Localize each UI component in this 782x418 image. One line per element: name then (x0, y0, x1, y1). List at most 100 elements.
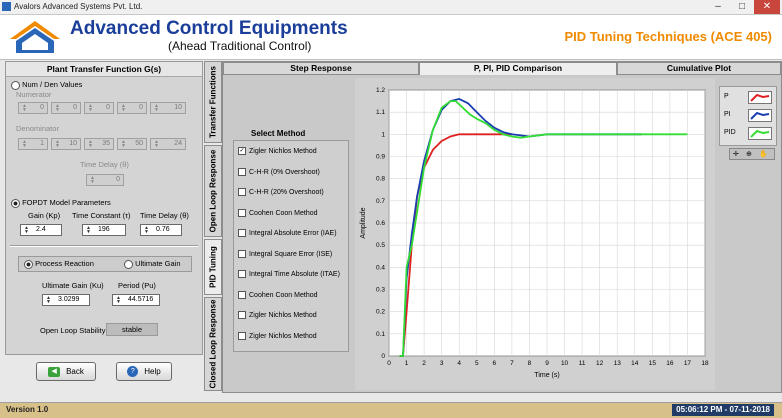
x-tick-label: 7 (510, 360, 514, 367)
method-label: Zigler Nichlos Method (249, 311, 317, 319)
process-reaction-option[interactable]: Process Reaction (24, 259, 94, 269)
help-icon: ? (127, 366, 139, 378)
graph-palette[interactable]: ✛ ⊕ ✋ (729, 148, 775, 160)
company-logo-icon (10, 21, 60, 53)
y-tick-label: 0.3 (376, 287, 385, 294)
y-tick-label: 0.7 (376, 198, 385, 205)
fopdt-radio[interactable] (11, 198, 20, 208)
back-arrow-icon: ◀ (48, 366, 61, 377)
method-checkbox[interactable] (238, 167, 246, 176)
numerator-coef-4[interactable]: ▲ ▼ 10 (150, 102, 186, 114)
denominator-coef-2[interactable]: ▲ ▼ 35 (84, 138, 114, 150)
y-tick-label: 1 (381, 131, 385, 138)
y-tick-label: 0.6 (376, 220, 385, 227)
denominator-coef-4[interactable]: ▲ ▼ 24 (150, 138, 186, 150)
method-label: Zigler Nichlos Method (249, 332, 317, 340)
crosshair-icon[interactable]: ✛ (733, 151, 739, 158)
method-item[interactable]: Integral Square Error (ISE) (238, 249, 332, 258)
denominator-coef-0[interactable]: ▲ ▼ 1 (18, 138, 48, 150)
method-label: Coohen Coon Method (249, 291, 318, 299)
ku-label: Ultimate Gain (Ku) (42, 281, 104, 290)
legend-swatch (748, 109, 772, 122)
response-chart: 0 1 2 3 4 5 6 7 8 9 10 11 12 13 14 15 16 17 18 0 0.1 0.2 0.3 0.… (355, 78, 715, 390)
x-tick-label: 5 (475, 360, 479, 367)
clock-display: 05:06:12 PM - 07-11-2018 (672, 404, 774, 416)
company-tagline: (Ahead Traditional Control) (168, 39, 312, 53)
method-item[interactable]: Integral Time Absolute (ITAE) (238, 270, 340, 278)
vertical-tabs: Transfer Functions Open Loop Response PI… (204, 61, 222, 391)
panel-title: Plant Transfer Function G(s) (6, 62, 202, 77)
pan-icon[interactable]: ✋ (759, 151, 768, 158)
fopdt-delay-input[interactable]: ▲ ▼ 0.76 (140, 224, 182, 236)
method-checkbox[interactable] (238, 208, 246, 217)
method-label: Coohen Coon Method (249, 209, 318, 217)
numerator-coef-2[interactable]: ▲ ▼ 0 (84, 102, 114, 114)
method-item[interactable]: Coohen Coon Method (238, 290, 318, 299)
back-button[interactable]: ◀ Back (36, 362, 96, 381)
tab-transfer-functions[interactable]: Transfer Functions (204, 61, 222, 143)
method-checkbox[interactable] (238, 331, 246, 340)
tab-pid-tuning[interactable]: PID Tuning (204, 239, 222, 295)
time-constant-label: Time Constant (τ) (72, 211, 131, 220)
legend-entry[interactable]: P (720, 90, 776, 104)
denominator-label: Denominator (16, 124, 59, 133)
x-axis-label: Time (s) (534, 372, 559, 379)
y-tick-label: 0.9 (376, 154, 385, 161)
method-checkbox[interactable] (238, 290, 246, 299)
product-title: PID Tuning Techniques (ACE 405) (564, 29, 772, 44)
maximize-button[interactable]: □ (738, 1, 746, 12)
x-tick-label: 13 (614, 360, 622, 367)
close-button[interactable]: ✕ (754, 0, 780, 14)
tab-cumulative-plot[interactable]: Cumulative Plot (617, 62, 781, 75)
time-delay-input[interactable]: ▲ ▼ 0 (86, 174, 124, 186)
fopdt-option[interactable]: FOPDT Model Parameters (11, 198, 111, 208)
method-item[interactable]: C-H-R (20% Overshoot) (238, 188, 324, 196)
tab-p-pi-pid-comparison[interactable]: P, PI, PID Comparison (419, 62, 617, 75)
minimize-button[interactable]: – (715, 1, 721, 12)
method-label: Zigler Nichlos Method (249, 147, 317, 155)
num-den-radio[interactable] (11, 80, 20, 90)
tab-closed-loop-response[interactable]: Closed Loop Response (204, 297, 222, 391)
tab-step-response[interactable]: Step Response (223, 62, 419, 75)
ultimate-gain-radio[interactable] (124, 259, 133, 269)
method-item[interactable]: C-H-R (0% Overshoot) (238, 167, 320, 176)
help-button[interactable]: ? Help (116, 362, 172, 381)
legend-entry[interactable]: PID (720, 126, 776, 140)
fopdt-delay-label: Time Delay (θ) (140, 211, 189, 220)
legend-label: P (724, 93, 729, 100)
gain-input[interactable]: ▲ ▼ 2.4 (20, 224, 62, 236)
denominator-coef-1[interactable]: ▲ ▼ 10 (51, 138, 81, 150)
legend-entry[interactable]: PI (720, 108, 776, 122)
method-item[interactable]: ✓ Zigler Nichlos Method (238, 147, 317, 155)
method-item[interactable]: Zigler Nichlos Method (238, 331, 317, 340)
numerator-coef-1[interactable]: ▲ ▼ 0 (51, 102, 81, 114)
x-tick-label: 2 (422, 360, 426, 367)
num-den-option[interactable]: Num / Den Values (11, 80, 82, 90)
ku-output: ▲ ▼ 3.0299 (42, 294, 90, 306)
method-item[interactable]: Integral Absolute Error (IAE) (238, 229, 337, 237)
numerator-coef-3[interactable]: ▲ ▼ 0 (117, 102, 147, 114)
process-reaction-radio[interactable] (24, 259, 33, 269)
ultimate-gain-option[interactable]: Ultimate Gain (124, 259, 181, 269)
method-checkbox[interactable] (238, 249, 246, 258)
time-constant-input[interactable]: ▲ ▼ 196 (82, 224, 126, 236)
x-tick-label: 4 (457, 360, 461, 367)
chart-legend: P PI PID (719, 86, 777, 146)
method-checkbox[interactable]: ✓ (238, 147, 246, 155)
method-item[interactable]: Zigler Nichlos Method (238, 311, 317, 319)
method-checkbox[interactable] (238, 229, 246, 237)
method-checkbox[interactable] (238, 311, 246, 319)
method-item[interactable]: Coohen Coon Method (238, 208, 318, 217)
method-checkbox[interactable] (238, 188, 246, 196)
y-tick-label: 0.4 (376, 264, 385, 271)
pu-label: Period (Pu) (118, 281, 156, 290)
method-checkbox[interactable] (238, 270, 246, 278)
numerator-label: Numerator (16, 90, 52, 99)
x-tick-label: 3 (440, 360, 444, 367)
stability-indicator: stable (106, 323, 158, 336)
denominator-coef-3[interactable]: ▲ ▼ 50 (117, 138, 147, 150)
zoom-icon[interactable]: ⊕ (746, 151, 752, 158)
tab-open-loop-response[interactable]: Open Loop Response (204, 145, 222, 237)
numerator-coef-0[interactable]: ▲ ▼ 0 (18, 102, 48, 114)
x-tick-label: 9 (545, 360, 549, 367)
